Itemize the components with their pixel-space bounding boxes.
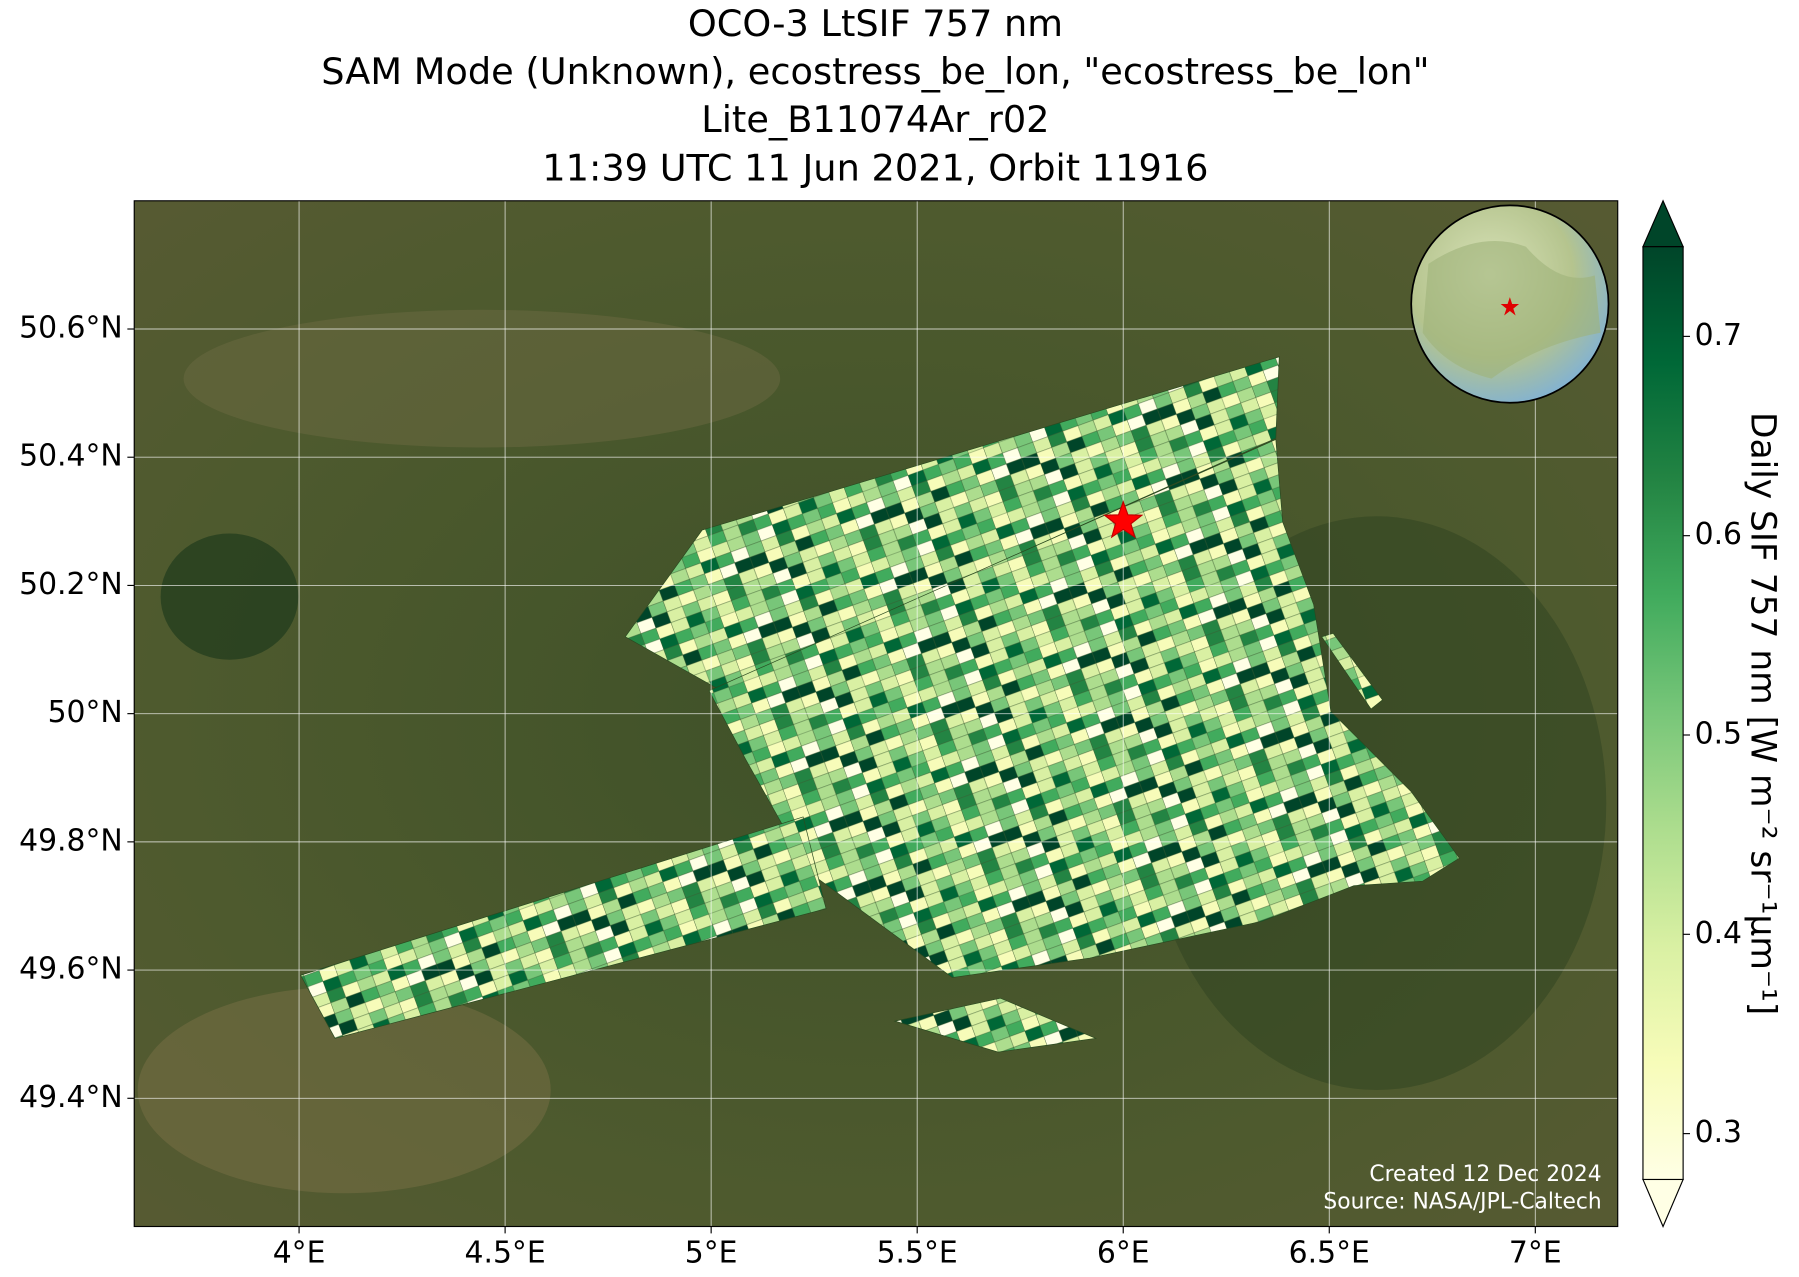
colorbar: 0.3 0.4 0.5 0.6 0.7 Daily SIF 757 nm [W m⁻² s… [1642,199,1783,1228]
x-tick-label: 6°E [1097,1236,1150,1271]
title-line: SAM Mode (Unknown), ecostress_be_lon, "e… [321,50,1429,93]
x-tick-label: 4°E [273,1236,326,1271]
colorbar-tick-label: 0.4 [1695,916,1742,951]
y-tick-label: 50.6°N [19,311,123,346]
swath [708,438,1460,978]
y-tick-label: 49.4°N [19,1080,123,1115]
y-tick-label: 49.6°N [19,952,123,987]
forest-patch [160,533,299,660]
urban-patch [183,309,781,448]
swath [300,816,827,1039]
credit-line: Source: NASA/JPL-Caltech [1323,1189,1601,1214]
swath [624,356,1280,689]
inset-globe [1410,204,1610,404]
colorbar-tick-label: 0.5 [1695,717,1742,752]
x-tick-label: 5°E [685,1236,738,1271]
swath [893,997,1097,1053]
colorbar-tick-label: 0.7 [1695,318,1742,353]
colorbar-body [1642,246,1684,1181]
colorbar-tick-label: 0.3 [1695,1115,1742,1150]
globe-star [1500,297,1520,316]
title-line: OCO-3 LtSIF 757 nm [688,2,1063,45]
extend-bottom [1642,1178,1684,1228]
x-tick-label: 6.5°E [1289,1236,1370,1271]
field-patch [137,986,551,1194]
y-tick-label: 49.8°N [19,823,123,858]
colorbar-tick-label: 0.6 [1695,517,1742,552]
credit-line: Created 12 Dec 2024 [1369,1162,1601,1187]
x-tick-label: 5.5°E [877,1236,958,1271]
y-tick-label: 50.4°N [19,439,123,474]
swaths [300,356,1460,1053]
y-tick-label: 50.2°N [19,567,123,602]
x-tick-label: 7°E [1509,1236,1562,1271]
extend-top [1642,199,1684,248]
x-tick-label: 4.5°E [465,1236,546,1271]
colorbar-label: Daily SIF 757 nm [W m⁻² sr⁻¹μm⁻¹] [1743,412,1783,1015]
y-tick-label: 50°N [48,695,123,730]
target-star [1103,500,1144,539]
title-line: 11:39 UTC 11 Jun 2021, Orbit 11916 [542,146,1208,189]
title-line: Lite_B11074Ar_r02 [701,98,1049,141]
